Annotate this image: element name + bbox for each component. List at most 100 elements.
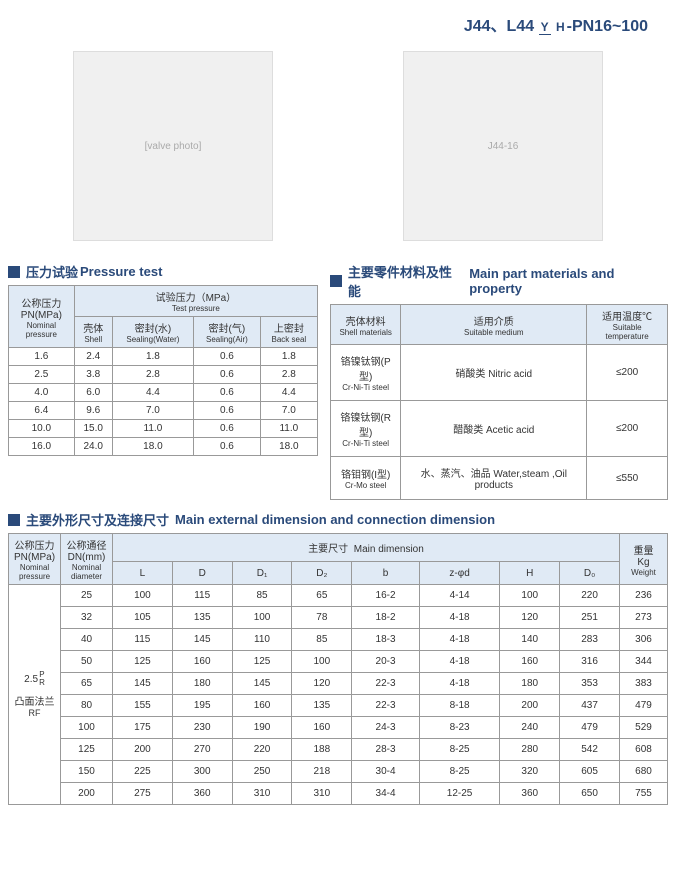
pressure-test-header: 压力试验 Pressure test	[8, 262, 318, 281]
table-row: 6.49.67.00.67.0	[9, 402, 318, 420]
col-D0: D₀	[560, 562, 620, 585]
cell: 18.0	[260, 438, 317, 456]
col-seal-air: 密封(气)Sealing(Air)	[194, 317, 261, 348]
cell: 680	[620, 761, 668, 783]
cell: 306	[620, 629, 668, 651]
cell: 280	[500, 739, 560, 761]
cell: 20-3	[352, 651, 420, 673]
cell: 270	[172, 739, 232, 761]
cell: 190	[232, 717, 292, 739]
cell: 360	[500, 783, 560, 805]
cell: 273	[620, 607, 668, 629]
cell: 2.5	[9, 366, 75, 384]
cell: 22-3	[352, 673, 420, 695]
cell: 344	[620, 651, 668, 673]
materials-table: 壳体材料Shell materials 适用介质Suitable medium …	[330, 304, 668, 500]
col-zphi: z-φd	[419, 562, 500, 585]
cell: 479	[560, 717, 620, 739]
cell: 100	[61, 717, 113, 739]
cell: 120	[292, 673, 352, 695]
cell: 7.0	[112, 402, 193, 420]
table-row: 铬镍钛钢(P型)Cr-Ni-Ti steel硝酸类 Nitric acid≤20…	[331, 345, 668, 401]
col-maindim: 主要尺寸 Main dimension	[113, 534, 620, 562]
cell: 0.6	[194, 438, 261, 456]
cell: 188	[292, 739, 352, 761]
valve-diagram: J44-16	[403, 51, 603, 241]
cell: 4-18	[419, 629, 500, 651]
cell: 175	[113, 717, 173, 739]
cell: 230	[172, 717, 232, 739]
cell: 85	[232, 585, 292, 607]
table-row: 401151451108518-34-18140283306	[9, 629, 668, 651]
cell: 145	[232, 673, 292, 695]
cell: 100	[292, 651, 352, 673]
cell: 8-23	[419, 717, 500, 739]
cell: 4-18	[419, 673, 500, 695]
table-row: 8015519516013522-38-18200437479	[9, 695, 668, 717]
cell: 251	[560, 607, 620, 629]
cell-temp: ≤200	[587, 345, 668, 401]
cell: 605	[560, 761, 620, 783]
model-suffix: -PN16~100	[567, 18, 648, 35]
dimensions-table: 公称压力 PN(MPa) Nominal pressure 公称通径 DN(mm…	[8, 533, 668, 805]
valve-photo: [valve photo]	[73, 51, 273, 241]
cell: 65	[292, 585, 352, 607]
table-row: 12520027022018828-38-25280542608	[9, 739, 668, 761]
cell: 755	[620, 783, 668, 805]
cell: 218	[292, 761, 352, 783]
cell: 18-3	[352, 629, 420, 651]
cell-pn-group: 2.5PR凸面法兰RF	[9, 585, 61, 805]
cell: 2.4	[74, 348, 112, 366]
cell: 4.4	[112, 384, 193, 402]
cell: 0.6	[194, 348, 261, 366]
cell: 120	[500, 607, 560, 629]
cell: 220	[232, 739, 292, 761]
col-testpressure: 试验压力（MPa） Test pressure	[74, 286, 317, 317]
cell: 8-25	[419, 761, 500, 783]
pressure-test-table: 公称压力 PN(MPa) Nominal pressure 试验压力（MPa） …	[8, 285, 318, 456]
cell: 283	[560, 629, 620, 651]
col-seal-water: 密封(水)Sealing(Water)	[112, 317, 193, 348]
cell-medium: 硝酸类 Nitric acid	[401, 345, 587, 401]
cell: 6.4	[9, 402, 75, 420]
images-row: [valve photo] J44-16	[8, 46, 668, 246]
cell-medium: 水、蒸汽、油品 Water,steam ,Oil products	[401, 457, 587, 500]
table-row: 10.015.011.00.611.0	[9, 420, 318, 438]
col-backseal: 上密封Back seal	[260, 317, 317, 348]
cell: 250	[232, 761, 292, 783]
col-pn-main: 公称压力 PN(MPa) Nominal pressure	[9, 534, 61, 585]
cell: 2.8	[260, 366, 317, 384]
table-row: 6514518014512022-34-18180353383	[9, 673, 668, 695]
cell: 236	[620, 585, 668, 607]
table-row: 20027536031031034-412-25360650755	[9, 783, 668, 805]
cell: 32	[61, 607, 113, 629]
cell: 180	[500, 673, 560, 695]
cell: 135	[292, 695, 352, 717]
cell: 529	[620, 717, 668, 739]
col-D: D	[172, 562, 232, 585]
col-dn: 公称通径 DN(mm) Nominal diameter	[61, 534, 113, 585]
cell: 4-18	[419, 651, 500, 673]
cell: 125	[61, 739, 113, 761]
cell: 16-2	[352, 585, 420, 607]
cell: 22-3	[352, 695, 420, 717]
cell: 150	[61, 761, 113, 783]
cell: 110	[232, 629, 292, 651]
cell: 28-3	[352, 739, 420, 761]
cell: 275	[113, 783, 173, 805]
cell: 200	[61, 783, 113, 805]
cell: 100	[500, 585, 560, 607]
cell: 24-3	[352, 717, 420, 739]
cell: 145	[172, 629, 232, 651]
cell: 4.0	[9, 384, 75, 402]
model-fraction: Y H	[539, 22, 567, 32]
cell: 25	[61, 585, 113, 607]
model-header: J44、L44 Y H -PN16~100	[8, 8, 668, 46]
cell: 310	[232, 783, 292, 805]
cell: 115	[172, 585, 232, 607]
col-b: b	[352, 562, 420, 585]
cell: 80	[61, 695, 113, 717]
col-temperature: 适用温度℃Suitable temperature	[587, 305, 668, 345]
table-row: 2.5PR凸面法兰RF25100115856516-24-14100220236	[9, 585, 668, 607]
cell: 6.0	[74, 384, 112, 402]
